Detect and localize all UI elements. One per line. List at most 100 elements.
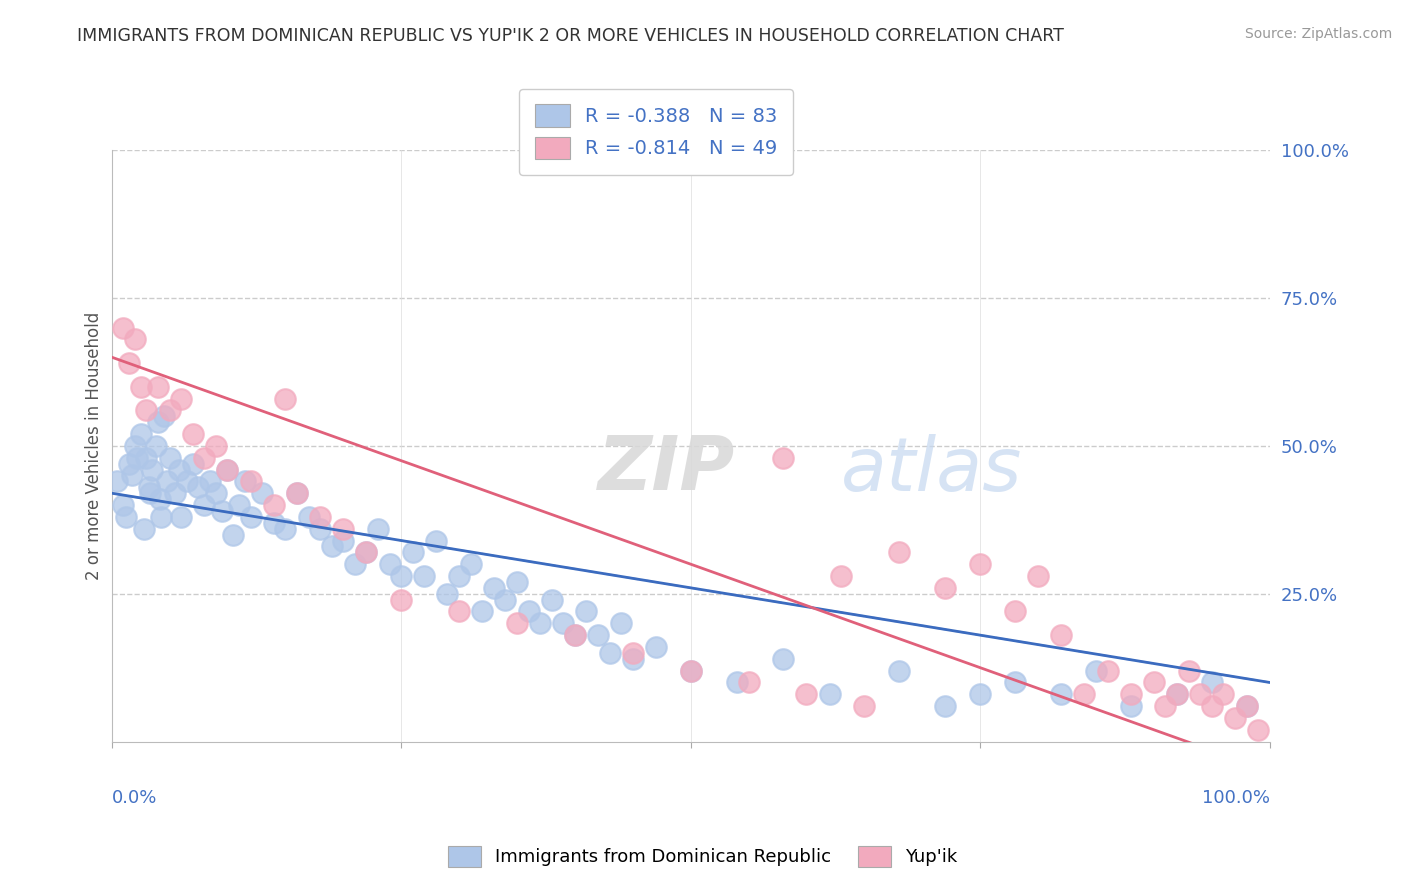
Point (378, 557, 401, 571)
Point (645, 640, 668, 654)
Point (772, 652, 794, 666)
Point (112, 498, 135, 512)
Point (564, 628, 586, 642)
Point (934, 581, 956, 595)
Point (146, 415, 169, 429)
Point (181, 427, 204, 442)
Point (222, 527, 245, 541)
Point (1201, 699, 1223, 714)
Point (772, 450, 794, 465)
Point (121, 468, 143, 483)
Y-axis label: 2 or more Vehicles in Household: 2 or more Vehicles in Household (86, 311, 103, 580)
Point (150, 509, 173, 524)
Point (135, 450, 157, 465)
Point (1177, 664, 1199, 678)
Point (934, 699, 956, 714)
Point (124, 439, 146, 453)
Point (159, 450, 181, 465)
Point (367, 522, 389, 536)
Point (211, 504, 233, 518)
Text: atlas: atlas (841, 434, 1022, 506)
Point (540, 592, 562, 607)
Point (796, 687, 818, 701)
Point (1085, 664, 1108, 678)
Point (217, 462, 239, 476)
Point (118, 457, 141, 471)
Point (737, 675, 759, 690)
Point (112, 320, 135, 334)
Point (332, 533, 354, 548)
Point (297, 509, 319, 524)
Point (553, 616, 575, 631)
Point (402, 545, 425, 559)
Point (599, 646, 621, 660)
Point (1212, 687, 1234, 701)
Point (141, 462, 163, 476)
Point (132, 522, 155, 536)
Point (165, 486, 187, 500)
Point (239, 475, 262, 489)
Point (274, 522, 297, 536)
Point (1097, 664, 1119, 678)
Point (818, 687, 841, 701)
Point (159, 403, 181, 417)
Point (1119, 687, 1142, 701)
Point (233, 475, 256, 489)
Point (1073, 687, 1095, 701)
Point (118, 356, 141, 370)
Point (167, 462, 190, 476)
Point (679, 664, 702, 678)
Point (1223, 711, 1246, 725)
Point (263, 498, 285, 512)
Text: ZIP: ZIP (598, 433, 735, 506)
Point (586, 628, 609, 642)
Point (114, 509, 136, 524)
Text: 100.0%: 100.0% (1202, 789, 1270, 807)
Point (217, 462, 239, 476)
Point (969, 557, 991, 571)
Point (309, 522, 332, 536)
Point (1201, 675, 1223, 690)
Point (1050, 628, 1073, 642)
Point (621, 652, 644, 666)
Point (436, 587, 458, 601)
Point (529, 616, 551, 631)
Point (1166, 687, 1188, 701)
Point (193, 498, 215, 512)
Point (725, 675, 748, 690)
Point (139, 486, 162, 500)
Point (389, 592, 412, 607)
Point (460, 557, 482, 571)
Point (107, 475, 129, 489)
Point (205, 439, 228, 453)
Point (124, 333, 146, 347)
Point (506, 574, 529, 589)
Point (1119, 699, 1142, 714)
Point (176, 475, 198, 489)
Point (129, 427, 152, 442)
Point (156, 475, 179, 489)
Point (138, 480, 160, 494)
Point (621, 646, 644, 660)
Point (1247, 723, 1270, 737)
Point (250, 486, 273, 500)
Point (321, 540, 343, 554)
Point (152, 409, 174, 424)
Point (356, 545, 378, 559)
Point (285, 486, 308, 500)
Point (129, 380, 152, 394)
Point (146, 380, 169, 394)
Point (1189, 687, 1212, 701)
Point (343, 557, 366, 571)
Point (969, 687, 991, 701)
Point (1050, 687, 1073, 701)
Point (1154, 699, 1177, 714)
Point (610, 616, 633, 631)
Point (228, 498, 250, 512)
Point (1004, 675, 1026, 690)
Text: 0.0%: 0.0% (111, 789, 157, 807)
Point (356, 545, 378, 559)
Point (853, 699, 876, 714)
Point (145, 439, 167, 453)
Point (285, 486, 308, 500)
